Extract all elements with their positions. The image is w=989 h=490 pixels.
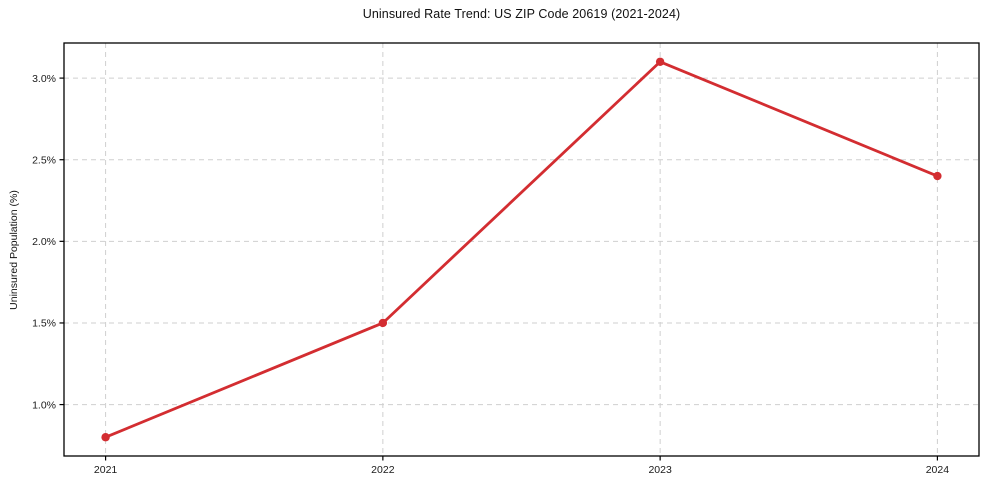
chart-title: Uninsured Rate Trend: US ZIP Code 20619 … [362, 7, 681, 21]
y-tick-label: 3.0% [32, 73, 56, 85]
trend-line [104, 60, 939, 439]
plot-border [63, 42, 980, 457]
x-tick-label: 2023 [648, 464, 672, 476]
y-tick-label: 1.0% [32, 399, 56, 411]
y-tick-label: 2.5% [32, 154, 56, 166]
data-point-marker [378, 318, 388, 328]
x-tick-label: 2024 [926, 464, 950, 476]
data-point-marker [101, 433, 110, 442]
x-tick-label: 2022 [371, 464, 395, 476]
x-tick-label: 2021 [94, 464, 118, 476]
data-point-marker [933, 171, 942, 181]
y-tick-label: 2.0% [32, 236, 56, 248]
y-tick-label: 1.5% [32, 318, 56, 330]
data-point-marker [655, 57, 665, 66]
